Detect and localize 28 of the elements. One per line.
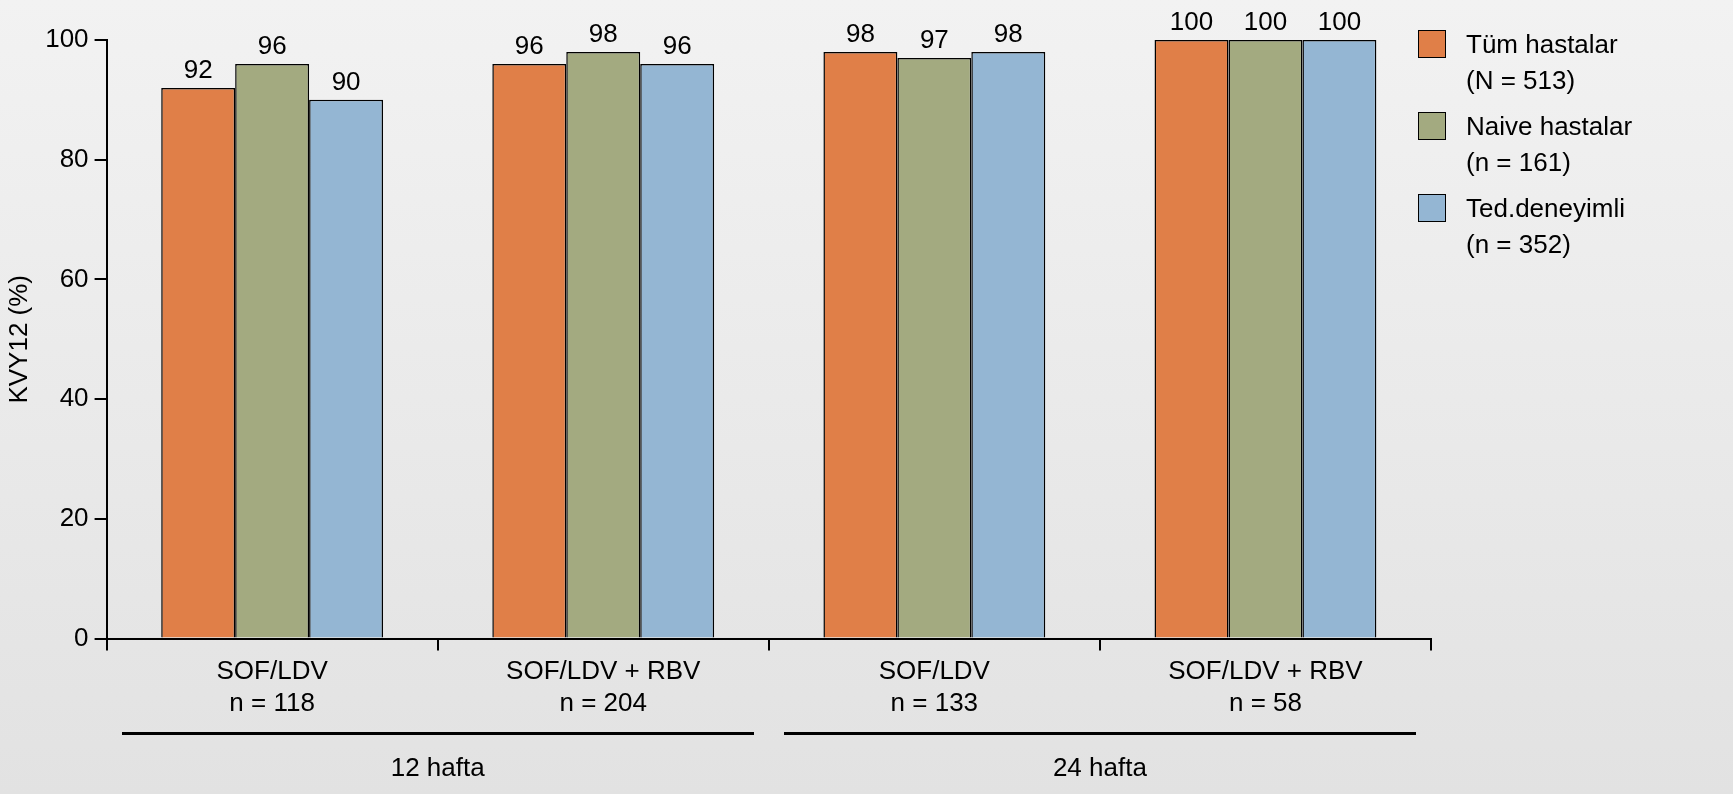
data-label: 98 bbox=[845, 18, 875, 49]
data-label: 92 bbox=[183, 54, 213, 85]
y-tick-label: 20 bbox=[59, 502, 89, 533]
data-label: 90 bbox=[331, 66, 361, 97]
data-label: 100 bbox=[1317, 6, 1362, 37]
x-tick-label: SOF/LDV + RBV n = 58 bbox=[1168, 655, 1364, 717]
x-tick-label: SOF/LDV n = 133 bbox=[878, 655, 991, 717]
data-label: 100 bbox=[1243, 6, 1288, 37]
y-tick-label: 60 bbox=[59, 262, 89, 293]
data-label: 97 bbox=[919, 24, 949, 55]
data-label: 96 bbox=[257, 30, 287, 61]
y-tick-label: 100 bbox=[45, 23, 89, 54]
x-tick-label: SOF/LDV + RBV n = 204 bbox=[506, 655, 702, 717]
text: Naive hastalar (n = 161) bbox=[1466, 110, 1633, 179]
data-label: 96 bbox=[514, 30, 544, 61]
legend-label: Tüm hastalar (N = 513) bbox=[1466, 28, 1618, 97]
data-label: 98 bbox=[588, 18, 618, 49]
text: 24 hafta bbox=[1051, 752, 1148, 783]
y-tick-label: 40 bbox=[59, 382, 89, 413]
data-label: 96 bbox=[662, 30, 692, 61]
data-label: 98 bbox=[993, 18, 1023, 49]
x-tick-label: SOF/LDV n = 118 bbox=[216, 655, 329, 717]
y-tick-label: 0 bbox=[74, 621, 89, 652]
legend-label: Ted.deneyimli (n = 352) bbox=[1466, 192, 1625, 261]
data-label: 100 bbox=[1169, 6, 1214, 37]
text: 12 hafta bbox=[389, 752, 486, 783]
y-axis-title: KVY12 (%) bbox=[2, 275, 33, 404]
y-tick-label: 80 bbox=[59, 142, 89, 173]
